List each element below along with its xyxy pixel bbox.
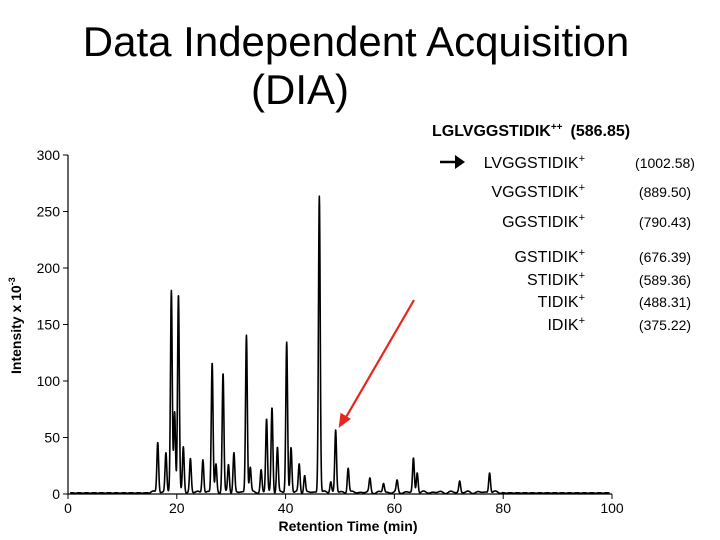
fragment-charge: + [579, 212, 585, 224]
y-tick-label: 50 [44, 430, 60, 446]
fragment-seq-text: LVGGSTIDIK [484, 155, 579, 172]
fragment-mz: (790.43) [639, 214, 691, 230]
fragment-charge: + [579, 315, 585, 327]
fragment-mz: (375.22) [639, 317, 691, 333]
trace-layer [69, 195, 611, 495]
fragment-sequence: GGSTIDIK+ [502, 212, 585, 231]
chromatogram-trace [69, 195, 611, 495]
y-axis-title-exponent: -3 [7, 277, 17, 285]
y-axis-title: Intensity x 10-3 [7, 277, 24, 374]
fragment-charge: + [579, 270, 585, 282]
slide-title: Data Independent Acquisition (DIA) [0, 18, 720, 114]
y-tick-label: 200 [37, 260, 61, 276]
fragment-seq-text: IDIK [547, 317, 578, 334]
slide-title-line1: Data Independent Acquisition [82, 18, 630, 65]
fragment-seq-text: TIDIK [538, 294, 579, 311]
x-tick-label: 100 [600, 500, 624, 516]
fragment-sequence: IDIK+ [547, 315, 585, 334]
y-tick-label: 100 [37, 373, 61, 389]
y-axis-title-text: Intensity x 10 [8, 285, 24, 374]
x-tick-label: 60 [387, 500, 403, 516]
precursor-label: LGLVGGSTIDIK++ (586.85) [432, 122, 630, 140]
x-tick-label: 80 [495, 500, 511, 516]
y-tick-label: 0 [52, 486, 60, 502]
axes: 0 20 40 60 80 100 0 50 100 150 200 250 300 Retention … [7, 147, 624, 534]
red-arrow-shaft [344, 299, 415, 419]
fragment-pointer-arrow-icon [440, 155, 465, 169]
y-tick-label: 250 [37, 204, 61, 220]
fragment-sequence: TIDIK+ [538, 292, 585, 311]
fragment-seq-text: STIDIK [527, 272, 579, 289]
fragment-charge: + [579, 153, 585, 165]
fragment-seq-text: VGGSTIDIK [491, 184, 578, 201]
fragment-sequence: STIDIK+ [527, 270, 585, 289]
fragment-mz: (1002.58) [635, 155, 695, 171]
fragment-charge: + [579, 292, 585, 304]
red-arrow-head [338, 412, 351, 428]
x-tick-label: 20 [169, 500, 185, 516]
y-tick-label: 150 [37, 317, 61, 333]
fragment-seq-text: GSTIDIK [515, 249, 579, 266]
fragment-seq-text: GGSTIDIK [502, 214, 579, 231]
fragment-mz: (676.39) [639, 249, 691, 265]
precursor-charge: ++ [551, 122, 563, 133]
fragment-charge: + [579, 182, 585, 194]
slide-title-line2: (DIA) [251, 66, 349, 113]
fragment-charge: + [579, 247, 585, 259]
fragment-mz: (589.36) [639, 272, 691, 288]
fragment-sequence: VGGSTIDIK+ [491, 182, 585, 201]
fragment-sequence: LVGGSTIDIK+ [484, 153, 585, 172]
annotation-layer: LGLVGGSTIDIK++ (586.85)LVGGSTIDIK+ (1002.5… [338, 122, 695, 428]
fragment-mz: (889.50) [639, 184, 691, 200]
precursor-sequence: LGLVGGSTIDIK [432, 123, 551, 140]
fragment-mz: (488.31) [639, 294, 691, 310]
x-tick-label: 40 [278, 500, 294, 516]
fragment-sequence: GSTIDIK+ [515, 247, 585, 266]
y-tick-label: 300 [37, 147, 61, 163]
x-axis-title: Retention Time (min) [279, 518, 418, 534]
precursor-mz: (586.85) [571, 123, 631, 140]
x-tick-label: 0 [64, 500, 72, 516]
